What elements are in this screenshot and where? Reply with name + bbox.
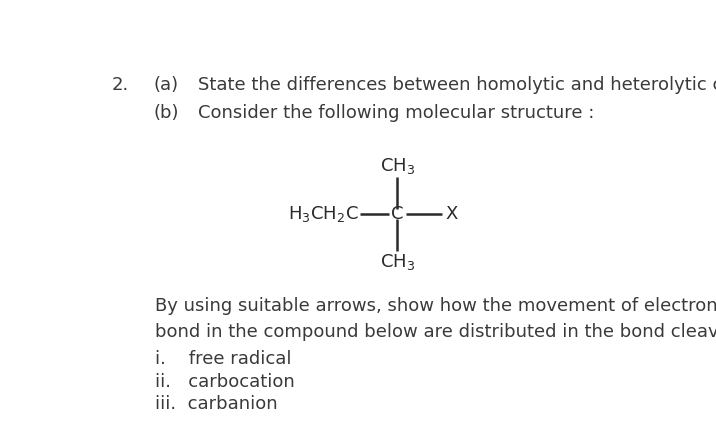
Text: (b): (b)	[153, 104, 179, 122]
Text: State the differences between homolytic and heterolytic cleavages.: State the differences between homolytic …	[198, 76, 716, 94]
Text: 2.: 2.	[112, 76, 129, 94]
Text: H$_3$CH$_2$C: H$_3$CH$_2$C	[288, 204, 359, 224]
Text: bond in the compound below are distributed in the bond cleavage to form :: bond in the compound below are distribut…	[155, 323, 716, 341]
Text: ii.   carbocation: ii. carbocation	[155, 373, 295, 391]
Text: X: X	[446, 205, 458, 223]
Text: By using suitable arrows, show how the movement of electrons in the C-X: By using suitable arrows, show how the m…	[155, 297, 716, 315]
Text: CH$_3$: CH$_3$	[380, 252, 415, 272]
Text: i.    free radical: i. free radical	[155, 350, 291, 368]
Text: CH$_3$: CH$_3$	[380, 156, 415, 176]
Text: Consider the following molecular structure :: Consider the following molecular structu…	[198, 104, 594, 122]
Text: iii.  carbanion: iii. carbanion	[155, 395, 278, 413]
Text: C: C	[391, 205, 404, 223]
Text: (a): (a)	[153, 76, 178, 94]
